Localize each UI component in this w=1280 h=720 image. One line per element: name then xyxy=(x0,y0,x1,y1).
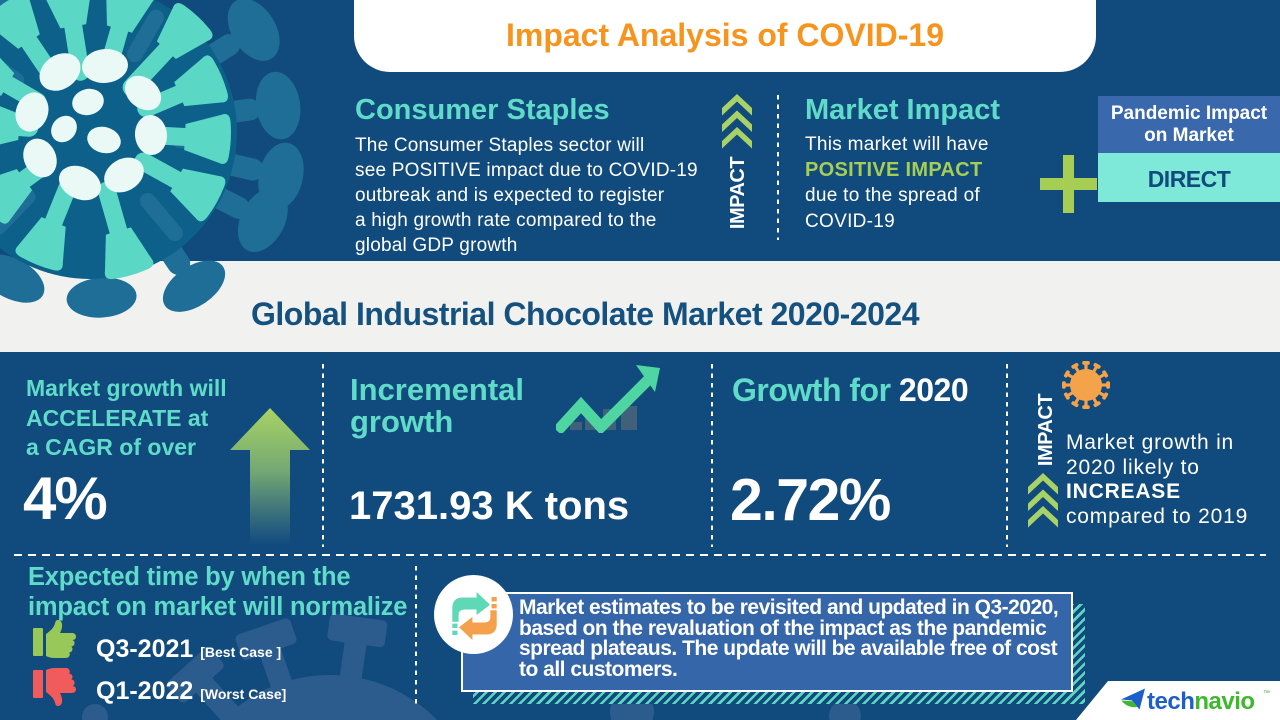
svg-text:technavio: technavio xyxy=(1147,688,1255,715)
svg-text:™: ™ xyxy=(1263,690,1270,697)
